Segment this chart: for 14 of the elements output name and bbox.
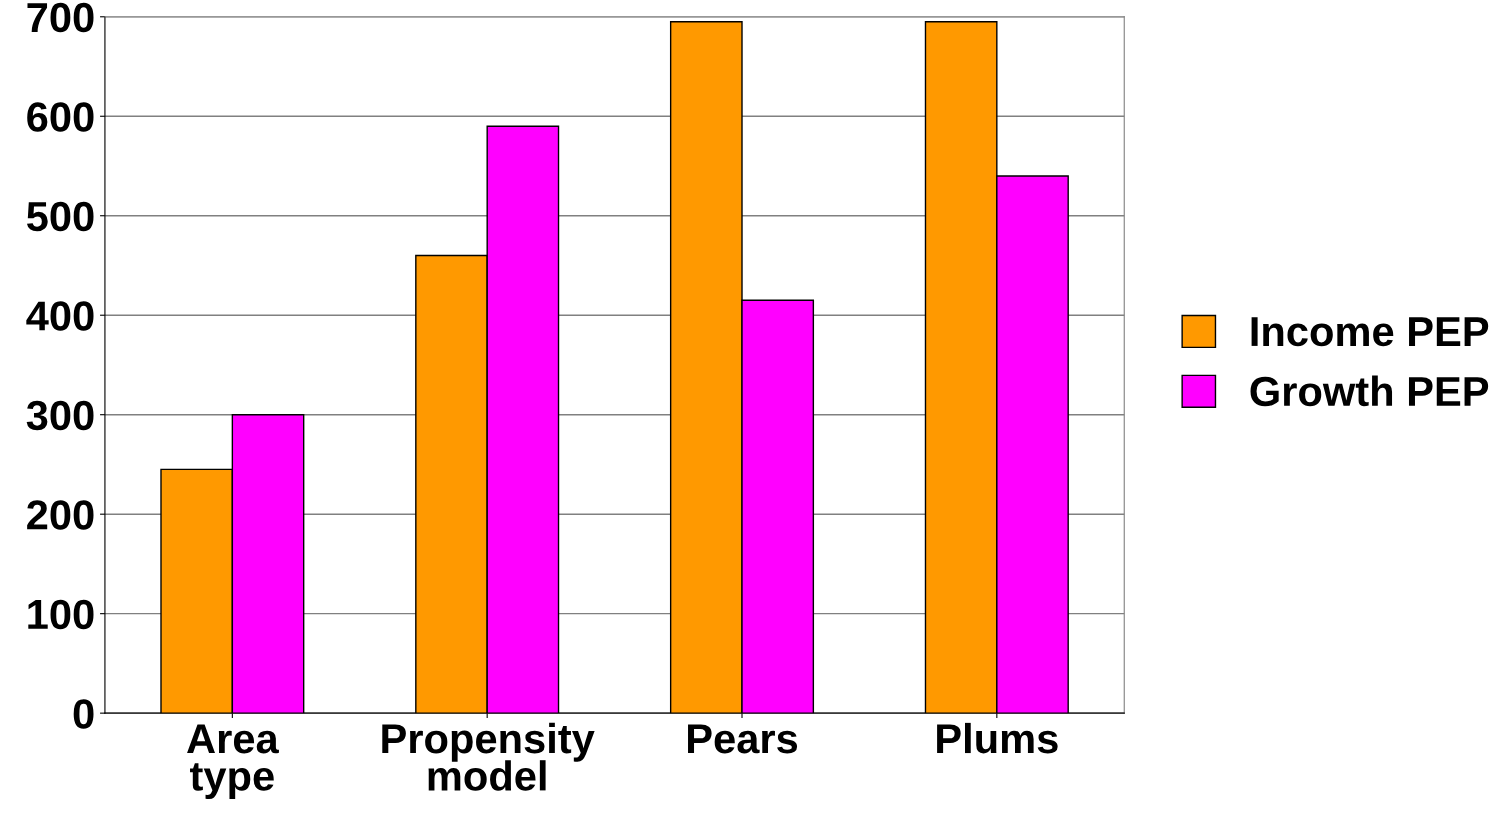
y-tick-label: 100 [28, 599, 94, 630]
x-tick-label: Plums [937, 722, 1058, 754]
x-tick-label: Pears [688, 724, 798, 754]
y-tick-label: 300 [26, 400, 94, 431]
y-tick-label: 700 [27, 2, 94, 33]
y-tick-label: 0 [73, 699, 94, 729]
y-tick-label: 500 [26, 201, 94, 232]
y-tick-label: 400 [26, 301, 94, 331]
y-tick-label: 200 [27, 500, 94, 530]
x-tick-label: Propensity model [382, 722, 595, 791]
y-tick-label: 600 [27, 102, 94, 132]
legend-label: Income PEP [1251, 317, 1489, 347]
legend-label: Growth PEP [1250, 375, 1489, 407]
x-tick-label: Area type [187, 724, 279, 800]
